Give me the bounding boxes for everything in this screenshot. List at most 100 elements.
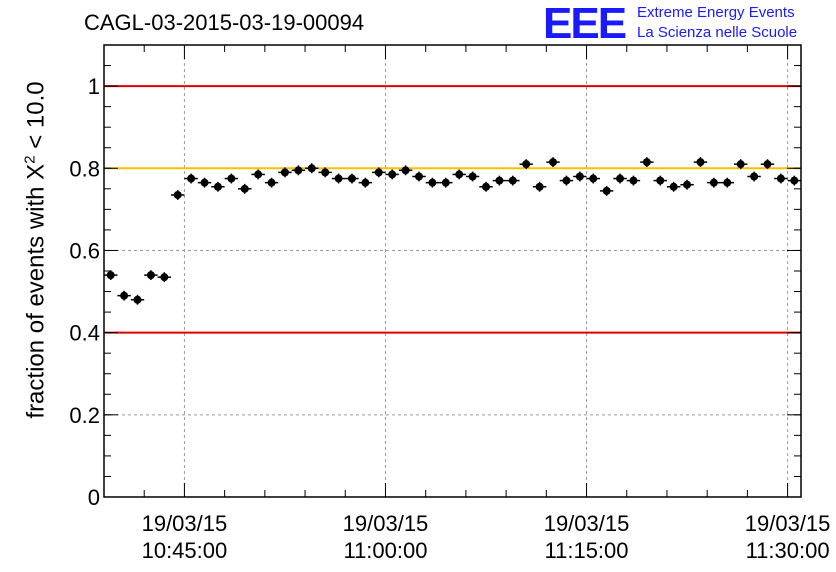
data-point	[532, 181, 547, 192]
point-marker	[683, 180, 692, 189]
y-axis-label: fraction of events with X2 < 10.0	[22, 81, 51, 418]
data-point	[385, 169, 399, 180]
y-axis-label-sup: 2	[21, 155, 39, 164]
point-marker	[736, 160, 745, 169]
data-point	[613, 173, 627, 184]
data-point	[573, 171, 587, 182]
data-point	[666, 181, 681, 192]
point-marker	[656, 176, 665, 185]
data-point	[626, 175, 641, 186]
data-point	[774, 173, 788, 184]
y-tick-label: 0.6	[69, 238, 100, 263]
point-marker	[575, 172, 584, 181]
data-point	[358, 177, 373, 188]
data-point	[318, 167, 332, 178]
logo-line-1: Extreme Energy Events	[637, 4, 795, 21]
data-point	[733, 159, 748, 170]
data-point	[425, 177, 440, 188]
data-point	[291, 165, 306, 176]
x-tick-date-label: 19/03/15	[544, 511, 630, 536]
point-marker	[307, 164, 316, 173]
chart-title: CAGL-03-2015-03-19-00094	[84, 10, 365, 35]
point-marker	[321, 168, 330, 177]
data-point	[264, 177, 279, 188]
point-marker	[106, 271, 115, 280]
point-marker	[361, 178, 370, 187]
data-point	[331, 173, 346, 184]
data-point	[465, 171, 480, 182]
point-marker	[629, 176, 638, 185]
data-point	[559, 175, 574, 186]
point-marker	[133, 295, 142, 304]
data-point	[586, 173, 600, 184]
reference-lines	[104, 85, 801, 334]
point-marker	[146, 271, 155, 280]
ticks: 00.20.40.60.8119/03/1510:45:0019/03/1511…	[69, 44, 830, 563]
point-marker	[227, 174, 236, 183]
data-point	[412, 171, 426, 182]
data-point	[653, 175, 667, 186]
x-tick-time-label: 11:15:00	[545, 538, 629, 563]
point-marker	[602, 186, 611, 195]
data-point	[130, 294, 145, 305]
data-point	[157, 272, 172, 283]
y-axis-label-suffix: < 10.0	[22, 81, 50, 156]
point-marker	[562, 176, 571, 185]
data-point	[305, 163, 319, 174]
x-tick-time-label: 10:45:00	[142, 538, 228, 563]
point-marker	[616, 174, 625, 183]
data-point	[184, 173, 198, 184]
data-point	[372, 167, 386, 178]
x-tick-time-label: 11:30:00	[746, 538, 830, 563]
y-tick-label: 0.8	[69, 156, 100, 181]
data-point	[197, 177, 212, 188]
data-point	[211, 181, 225, 192]
x-tick-date-label: 19/03/15	[343, 511, 429, 536]
point-marker	[441, 178, 450, 187]
point-marker	[374, 168, 383, 177]
point-marker	[482, 182, 491, 191]
point-marker	[522, 160, 531, 169]
data-point	[640, 157, 654, 168]
data-point	[439, 177, 453, 188]
point-marker	[508, 176, 517, 185]
data-point	[707, 177, 721, 188]
point-marker	[589, 174, 598, 183]
point-marker	[763, 160, 772, 169]
point-marker	[347, 174, 356, 183]
data-point	[680, 179, 694, 190]
point-marker	[776, 174, 785, 183]
point-marker	[120, 291, 129, 300]
data-point	[144, 270, 158, 281]
point-marker	[294, 166, 303, 175]
y-axis-label-prefix: fraction of events with X	[22, 163, 50, 419]
point-marker	[388, 170, 397, 179]
data-point	[787, 175, 801, 186]
data-point	[599, 185, 614, 196]
x-tick-date-label: 19/03/15	[142, 511, 228, 536]
point-marker	[428, 178, 437, 187]
data-point	[171, 190, 185, 200]
data-point	[479, 181, 493, 192]
point-marker	[455, 170, 464, 179]
y-tick-label: 0.2	[69, 403, 100, 428]
y-tick-label: 0	[88, 485, 100, 510]
x-tick-time-label: 11:00:00	[343, 538, 427, 563]
data-point	[398, 165, 413, 176]
data-point	[519, 159, 533, 170]
point-marker	[213, 182, 222, 191]
point-marker	[334, 174, 343, 183]
point-marker	[200, 178, 209, 187]
point-marker	[642, 158, 651, 167]
data-point	[506, 175, 520, 186]
data-point	[345, 173, 359, 184]
point-marker	[187, 174, 196, 183]
point-marker	[160, 273, 169, 282]
plot-frame	[103, 44, 802, 498]
point-marker	[669, 182, 678, 191]
point-marker	[790, 176, 799, 185]
point-marker	[468, 172, 477, 181]
point-marker	[495, 176, 504, 185]
data-point	[278, 167, 292, 178]
